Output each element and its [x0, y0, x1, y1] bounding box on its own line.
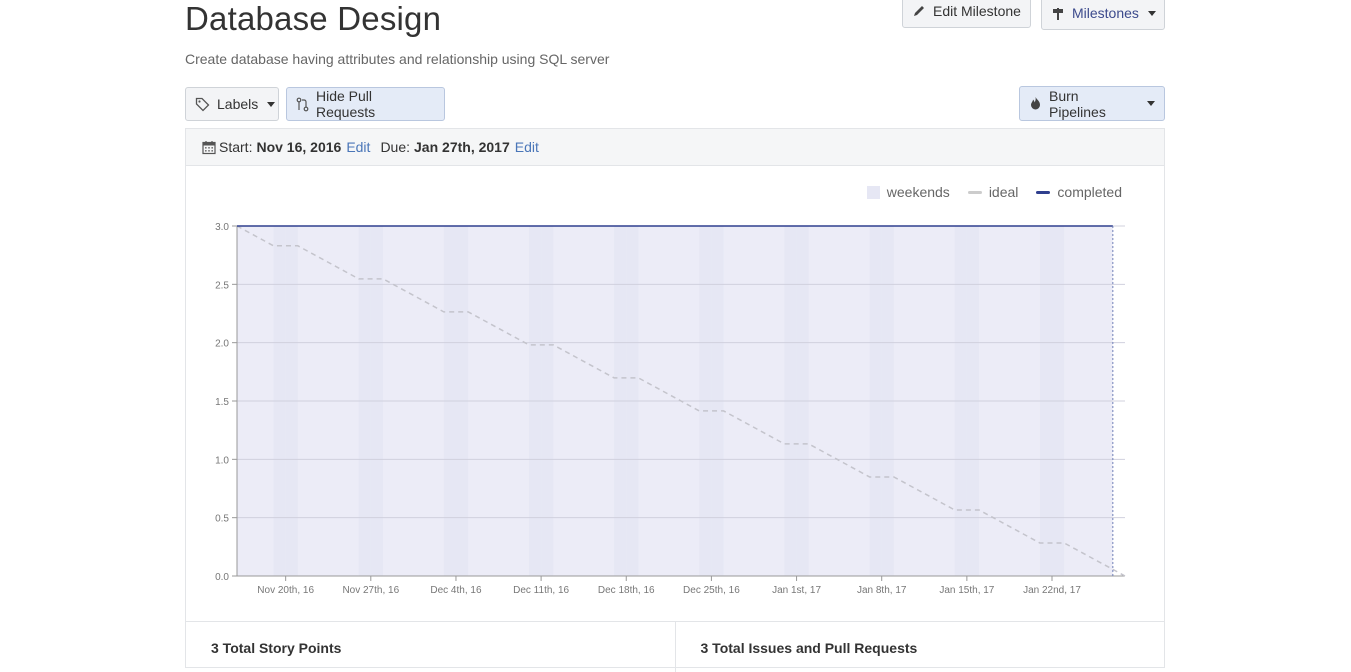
y-tick-label: 1.5 [215, 397, 229, 408]
summary-row: 3 Total Story Points 3 Total Issues and … [186, 621, 1164, 672]
edit-start-link[interactable]: Edit [346, 139, 371, 155]
y-tick-label: 3.0 [215, 222, 229, 233]
y-tick-label: 2.5 [215, 280, 229, 291]
labels-dropdown[interactable]: Labels [185, 87, 279, 121]
due-label: Due: [380, 139, 411, 155]
chevron-down-icon [267, 101, 276, 107]
chart-legend: weekends ideal completed [866, 184, 1122, 200]
legend-ideal: ideal [967, 184, 1019, 200]
total-story-points: 3 Total Story Points [211, 640, 342, 656]
milestone-icon [1051, 6, 1065, 21]
milestones-dropdown[interactable]: Milestones [1041, 0, 1165, 30]
labels-label: Labels [217, 96, 259, 112]
start-label: Start: [219, 139, 253, 155]
milestone-dates-bar: Start: Nov 16, 2016 Edit Due: Jan 27th, … [186, 129, 1164, 166]
milestone-description: Create database having attributes and re… [185, 51, 610, 67]
x-tick-label: Nov 20th, 16 [257, 585, 314, 596]
y-tick-label: 0.0 [215, 572, 229, 583]
tag-icon [195, 97, 210, 112]
milestones-label: Milestones [1072, 5, 1139, 21]
hide-pull-requests-label: Hide Pull Requests [316, 88, 376, 120]
burn-pipelines-label: Burn Pipelines [1049, 87, 1106, 120]
edit-due-link[interactable]: Edit [514, 139, 539, 155]
weekends-swatch [866, 185, 880, 199]
y-tick-label: 1.0 [215, 455, 229, 466]
burndown-panel: Start: Nov 16, 2016 Edit Due: Jan 27th, … [185, 128, 1165, 672]
legend-ideal-label: ideal [988, 184, 1019, 200]
x-tick-label: Dec 11th, 16 [513, 585, 569, 596]
edit-milestone-button[interactable]: Edit Milestone [902, 0, 1031, 28]
start-date: Nov 16, 2016 [256, 139, 342, 155]
chevron-down-icon [1147, 10, 1156, 16]
completed-swatch [1036, 190, 1051, 194]
x-tick-label: Dec 18th, 16 [598, 585, 655, 596]
ideal-line [236, 225, 1126, 577]
y-tick-label: 2.0 [215, 339, 229, 350]
due-date: Jan 27th, 2017 [414, 139, 510, 155]
x-tick-label: Dec 25th, 16 [683, 585, 740, 596]
x-tick-label: Jan 15th, 17 [939, 585, 994, 596]
page-title: Database Design [185, 0, 442, 37]
legend-completed: completed [1036, 184, 1122, 200]
fire-icon [1029, 96, 1042, 111]
y-tick-label: 0.5 [215, 514, 229, 525]
edit-milestone-label: Edit Milestone [933, 3, 1021, 19]
x-tick-label: Nov 27th, 16 [342, 585, 399, 596]
legend-weekends: weekends [866, 184, 950, 200]
burn-pipelines-dropdown[interactable]: Burn Pipelines [1019, 86, 1165, 121]
x-tick-label: Jan 1st, 17 [772, 585, 821, 596]
pencil-icon [912, 4, 926, 18]
legend-completed-label: completed [1057, 184, 1122, 200]
x-tick-label: Dec 4th, 16 [430, 585, 482, 596]
calendar-icon [202, 140, 216, 155]
total-issues: 3 Total Issues and Pull Requests [674, 622, 1165, 672]
pull-request-icon [296, 97, 309, 112]
burndown-chart: 0.0 0.5 1.0 1.5 2.0 2.5 3.0 Nov 20th, 16 Nov 27t… [215, 222, 1126, 596]
ideal-swatch [967, 190, 982, 194]
legend-weekends-label: weekends [886, 184, 950, 200]
hide-pull-requests-button[interactable]: Hide Pull Requests [286, 87, 445, 121]
x-tick-label: Jan 22nd, 17 [1023, 585, 1081, 596]
x-tick-label: Jan 8th, 17 [857, 585, 907, 596]
chevron-down-icon [1147, 101, 1155, 106]
